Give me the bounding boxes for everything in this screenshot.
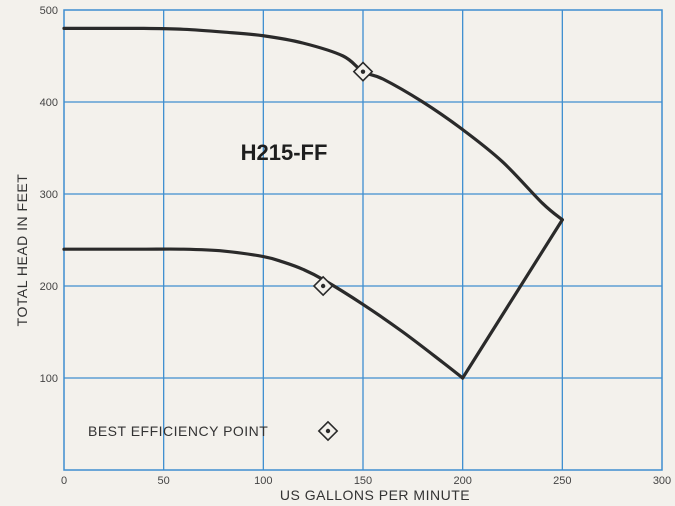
legend-diamond-dot	[325, 428, 331, 434]
series-lines	[62, 26, 564, 380]
series-line-2	[62, 247, 465, 380]
series-line-3	[461, 218, 564, 380]
x-tick-label: 100	[254, 475, 272, 487]
x-tick-label: 200	[453, 475, 471, 487]
chart-title: H215-FF	[241, 140, 328, 165]
best-efficiency-marker-dot	[320, 283, 326, 289]
legend-diamond	[317, 420, 339, 442]
best-efficiency-marker-dot	[360, 69, 366, 74]
x-tick-label: 50	[158, 475, 170, 487]
legend-label: BEST EFFICIENCY POINT	[88, 423, 268, 439]
series-line-1	[62, 26, 564, 222]
x-axis-label: US GALLONS PER MINUTE	[280, 487, 470, 503]
tick-labels: 0 50 100 150 200 250 300 100 200 300 400 500	[40, 5, 672, 487]
diamond-dot-icon	[317, 420, 339, 442]
y-tick-label: 200	[40, 281, 58, 293]
x-tick-label: 250	[553, 475, 571, 487]
efficiency-markers	[312, 61, 374, 297]
plot-frame	[63, 9, 663, 471]
y-tick-label: 500	[40, 5, 58, 17]
best-efficiency-marker	[312, 275, 334, 297]
y-axis-label: TOTAL HEAD IN FEET	[14, 174, 30, 327]
legend: BEST EFFICIENCY POINT	[88, 420, 339, 442]
x-tick-label: 300	[653, 475, 671, 487]
y-tick-label: 400	[40, 97, 58, 109]
y-tick-label: 100	[40, 373, 58, 385]
y-tick-label: 300	[40, 189, 58, 201]
x-tick-label: 150	[354, 475, 372, 487]
best-efficiency-marker	[352, 61, 374, 82]
x-tick-label: 0	[61, 475, 67, 487]
grid-lines	[64, 10, 662, 470]
